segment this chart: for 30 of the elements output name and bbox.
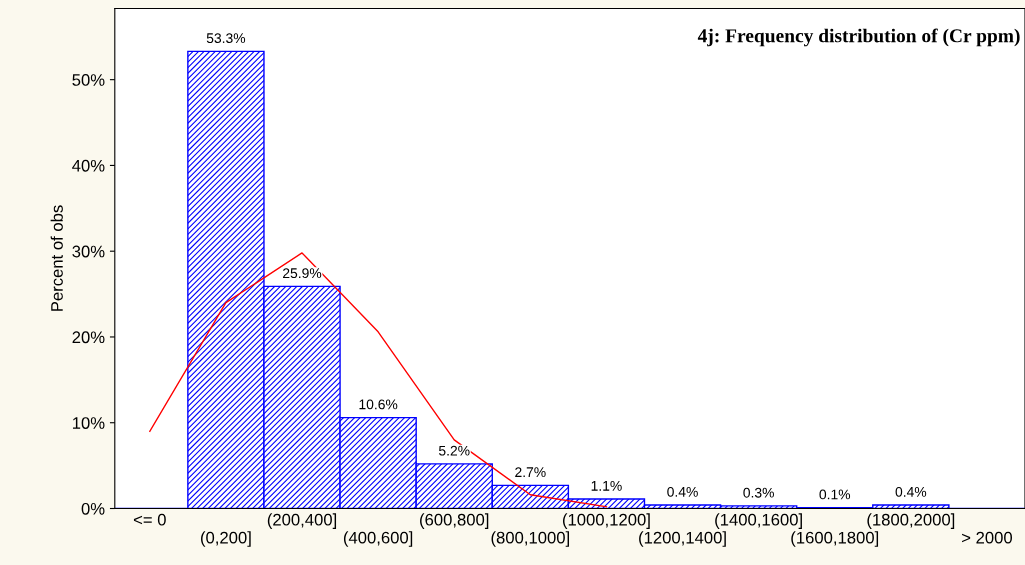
data-label: 53.3%: [206, 33, 246, 44]
data-label: 2.7%: [515, 467, 546, 477]
x-tick-label: (600,800]: [420, 513, 489, 529]
data-label: 5.2%: [438, 445, 470, 456]
data-label: 0.3%: [743, 487, 774, 498]
x-tick-label: (0,200]: [201, 531, 251, 547]
x-tick-label: (1000,1200]: [562, 513, 650, 529]
y-axis-title: Percent of obs: [50, 205, 63, 311]
y-tick-label: 20%: [72, 331, 105, 344]
data-label: 0.4%: [667, 486, 698, 497]
data-label: 1.1%: [591, 480, 622, 491]
x-tick-label: (1800,2000]: [867, 513, 955, 529]
x-tick-label: (800,1000]: [491, 531, 569, 547]
y-tick-label: 40%: [72, 159, 105, 172]
x-tick-label: (1400,1600]: [715, 513, 802, 529]
x-tick-label: (1200,1400]: [639, 531, 726, 547]
x-tick-label: <= 0: [133, 513, 166, 526]
data-label: 0.1%: [819, 489, 851, 500]
data-label: 10.6%: [359, 399, 398, 410]
x-tick-label: > 2000: [962, 531, 1013, 544]
x-tick-label: (1600,1800]: [791, 531, 879, 547]
y-tick-label: 30%: [72, 245, 105, 258]
y-tick-label: 0%: [81, 502, 105, 515]
data-label: 0.4%: [895, 486, 927, 497]
data-label: 25.9%: [283, 268, 322, 279]
x-tick-label: (200,400]: [267, 513, 337, 529]
y-tick-label: 50%: [72, 74, 105, 86]
y-tick-label: 10%: [72, 417, 105, 429]
x-tick-label: (400,600]: [343, 531, 413, 547]
text: 4j: Frequency distribution of (Cr ppm): [697, 28, 1020, 47]
